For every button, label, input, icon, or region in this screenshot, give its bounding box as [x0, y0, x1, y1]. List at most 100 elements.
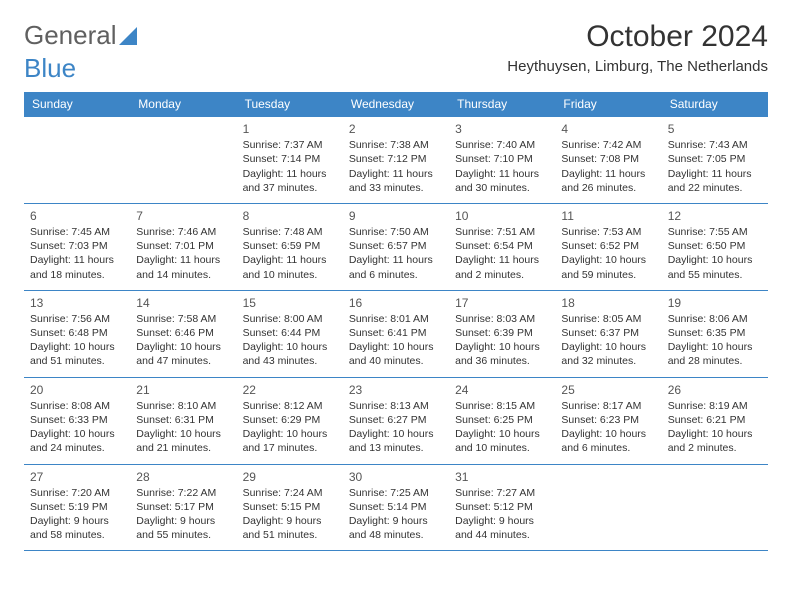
- day-number: 15: [243, 295, 337, 311]
- daylight-text: Daylight: 10 hours and 43 minutes.: [243, 340, 337, 368]
- day-number: 30: [349, 469, 443, 485]
- sunset-text: Sunset: 7:08 PM: [561, 152, 655, 166]
- calendar-day-cell: 17Sunrise: 8:03 AMSunset: 6:39 PMDayligh…: [449, 290, 555, 377]
- day-number: 23: [349, 382, 443, 398]
- calendar-day-cell: 25Sunrise: 8:17 AMSunset: 6:23 PMDayligh…: [555, 377, 661, 464]
- sunset-text: Sunset: 6:27 PM: [349, 413, 443, 427]
- calendar-table: Sunday Monday Tuesday Wednesday Thursday…: [24, 92, 768, 551]
- calendar-day-cell: 23Sunrise: 8:13 AMSunset: 6:27 PMDayligh…: [343, 377, 449, 464]
- daylight-text: Daylight: 9 hours and 58 minutes.: [30, 514, 124, 542]
- daylight-text: Daylight: 9 hours and 51 minutes.: [243, 514, 337, 542]
- day-number: 8: [243, 208, 337, 224]
- day-number: 4: [561, 121, 655, 137]
- sunrise-text: Sunrise: 7:42 AM: [561, 138, 655, 152]
- logo-text-1: General: [24, 20, 117, 51]
- calendar-day-cell: 19Sunrise: 8:06 AMSunset: 6:35 PMDayligh…: [662, 290, 768, 377]
- weekday-header: Tuesday: [237, 92, 343, 117]
- calendar-day-cell: 29Sunrise: 7:24 AMSunset: 5:15 PMDayligh…: [237, 464, 343, 551]
- sunset-text: Sunset: 7:05 PM: [668, 152, 762, 166]
- calendar-day-cell: 22Sunrise: 8:12 AMSunset: 6:29 PMDayligh…: [237, 377, 343, 464]
- calendar-day-cell: 12Sunrise: 7:55 AMSunset: 6:50 PMDayligh…: [662, 203, 768, 290]
- sunrise-text: Sunrise: 8:08 AM: [30, 399, 124, 413]
- sunset-text: Sunset: 6:57 PM: [349, 239, 443, 253]
- calendar-day-cell: 28Sunrise: 7:22 AMSunset: 5:17 PMDayligh…: [130, 464, 236, 551]
- daylight-text: Daylight: 10 hours and 24 minutes.: [30, 427, 124, 455]
- sunset-text: Sunset: 6:39 PM: [455, 326, 549, 340]
- day-number: 7: [136, 208, 230, 224]
- daylight-text: Daylight: 10 hours and 36 minutes.: [455, 340, 549, 368]
- daylight-text: Daylight: 10 hours and 59 minutes.: [561, 253, 655, 281]
- day-number: 12: [668, 208, 762, 224]
- calendar-day-cell: [662, 464, 768, 551]
- daylight-text: Daylight: 10 hours and 28 minutes.: [668, 340, 762, 368]
- daylight-text: Daylight: 11 hours and 14 minutes.: [136, 253, 230, 281]
- sunset-text: Sunset: 7:01 PM: [136, 239, 230, 253]
- sunset-text: Sunset: 5:19 PM: [30, 500, 124, 514]
- sunset-text: Sunset: 6:52 PM: [561, 239, 655, 253]
- sunset-text: Sunset: 7:14 PM: [243, 152, 337, 166]
- calendar-day-cell: 24Sunrise: 8:15 AMSunset: 6:25 PMDayligh…: [449, 377, 555, 464]
- sunrise-text: Sunrise: 8:01 AM: [349, 312, 443, 326]
- calendar-day-cell: 21Sunrise: 8:10 AMSunset: 6:31 PMDayligh…: [130, 377, 236, 464]
- weekday-header: Thursday: [449, 92, 555, 117]
- calendar-day-cell: 27Sunrise: 7:20 AMSunset: 5:19 PMDayligh…: [24, 464, 130, 551]
- day-number: 9: [349, 208, 443, 224]
- sunset-text: Sunset: 6:44 PM: [243, 326, 337, 340]
- sunrise-text: Sunrise: 7:24 AM: [243, 486, 337, 500]
- sunset-text: Sunset: 6:21 PM: [668, 413, 762, 427]
- day-number: 1: [243, 121, 337, 137]
- sunset-text: Sunset: 6:33 PM: [30, 413, 124, 427]
- sunrise-text: Sunrise: 7:27 AM: [455, 486, 549, 500]
- sunset-text: Sunset: 6:31 PM: [136, 413, 230, 427]
- sunrise-text: Sunrise: 7:22 AM: [136, 486, 230, 500]
- calendar-day-cell: 16Sunrise: 8:01 AMSunset: 6:41 PMDayligh…: [343, 290, 449, 377]
- sunrise-text: Sunrise: 8:00 AM: [243, 312, 337, 326]
- calendar-week-row: 27Sunrise: 7:20 AMSunset: 5:19 PMDayligh…: [24, 464, 768, 551]
- sunrise-text: Sunrise: 8:17 AM: [561, 399, 655, 413]
- calendar-day-cell: 5Sunrise: 7:43 AMSunset: 7:05 PMDaylight…: [662, 117, 768, 204]
- day-number: 14: [136, 295, 230, 311]
- daylight-text: Daylight: 11 hours and 22 minutes.: [668, 167, 762, 195]
- daylight-text: Daylight: 10 hours and 6 minutes.: [561, 427, 655, 455]
- sunset-text: Sunset: 5:14 PM: [349, 500, 443, 514]
- daylight-text: Daylight: 10 hours and 51 minutes.: [30, 340, 124, 368]
- sunrise-text: Sunrise: 7:38 AM: [349, 138, 443, 152]
- sunset-text: Sunset: 6:35 PM: [668, 326, 762, 340]
- day-number: 13: [30, 295, 124, 311]
- day-number: 24: [455, 382, 549, 398]
- daylight-text: Daylight: 9 hours and 44 minutes.: [455, 514, 549, 542]
- sunset-text: Sunset: 6:59 PM: [243, 239, 337, 253]
- logo: General: [24, 20, 141, 51]
- calendar-day-cell: 8Sunrise: 7:48 AMSunset: 6:59 PMDaylight…: [237, 203, 343, 290]
- calendar-day-cell: 11Sunrise: 7:53 AMSunset: 6:52 PMDayligh…: [555, 203, 661, 290]
- daylight-text: Daylight: 11 hours and 18 minutes.: [30, 253, 124, 281]
- calendar-day-cell: 2Sunrise: 7:38 AMSunset: 7:12 PMDaylight…: [343, 117, 449, 204]
- day-number: 19: [668, 295, 762, 311]
- calendar-day-cell: 26Sunrise: 8:19 AMSunset: 6:21 PMDayligh…: [662, 377, 768, 464]
- calendar-week-row: 6Sunrise: 7:45 AMSunset: 7:03 PMDaylight…: [24, 203, 768, 290]
- sunrise-text: Sunrise: 7:50 AM: [349, 225, 443, 239]
- sunrise-text: Sunrise: 7:45 AM: [30, 225, 124, 239]
- day-number: 3: [455, 121, 549, 137]
- calendar-day-cell: 3Sunrise: 7:40 AMSunset: 7:10 PMDaylight…: [449, 117, 555, 204]
- calendar-day-cell: 4Sunrise: 7:42 AMSunset: 7:08 PMDaylight…: [555, 117, 661, 204]
- sunrise-text: Sunrise: 8:12 AM: [243, 399, 337, 413]
- calendar-day-cell: 7Sunrise: 7:46 AMSunset: 7:01 PMDaylight…: [130, 203, 236, 290]
- daylight-text: Daylight: 10 hours and 17 minutes.: [243, 427, 337, 455]
- day-number: 18: [561, 295, 655, 311]
- sunrise-text: Sunrise: 8:03 AM: [455, 312, 549, 326]
- day-number: 10: [455, 208, 549, 224]
- sunset-text: Sunset: 6:50 PM: [668, 239, 762, 253]
- day-number: 17: [455, 295, 549, 311]
- weekday-header: Sunday: [24, 92, 130, 117]
- daylight-text: Daylight: 10 hours and 13 minutes.: [349, 427, 443, 455]
- daylight-text: Daylight: 10 hours and 32 minutes.: [561, 340, 655, 368]
- daylight-text: Daylight: 11 hours and 2 minutes.: [455, 253, 549, 281]
- calendar-day-cell: 14Sunrise: 7:58 AMSunset: 6:46 PMDayligh…: [130, 290, 236, 377]
- daylight-text: Daylight: 11 hours and 10 minutes.: [243, 253, 337, 281]
- sunset-text: Sunset: 7:10 PM: [455, 152, 549, 166]
- weekday-header: Saturday: [662, 92, 768, 117]
- calendar-week-row: 13Sunrise: 7:56 AMSunset: 6:48 PMDayligh…: [24, 290, 768, 377]
- calendar-day-cell: [130, 117, 236, 204]
- sunrise-text: Sunrise: 7:48 AM: [243, 225, 337, 239]
